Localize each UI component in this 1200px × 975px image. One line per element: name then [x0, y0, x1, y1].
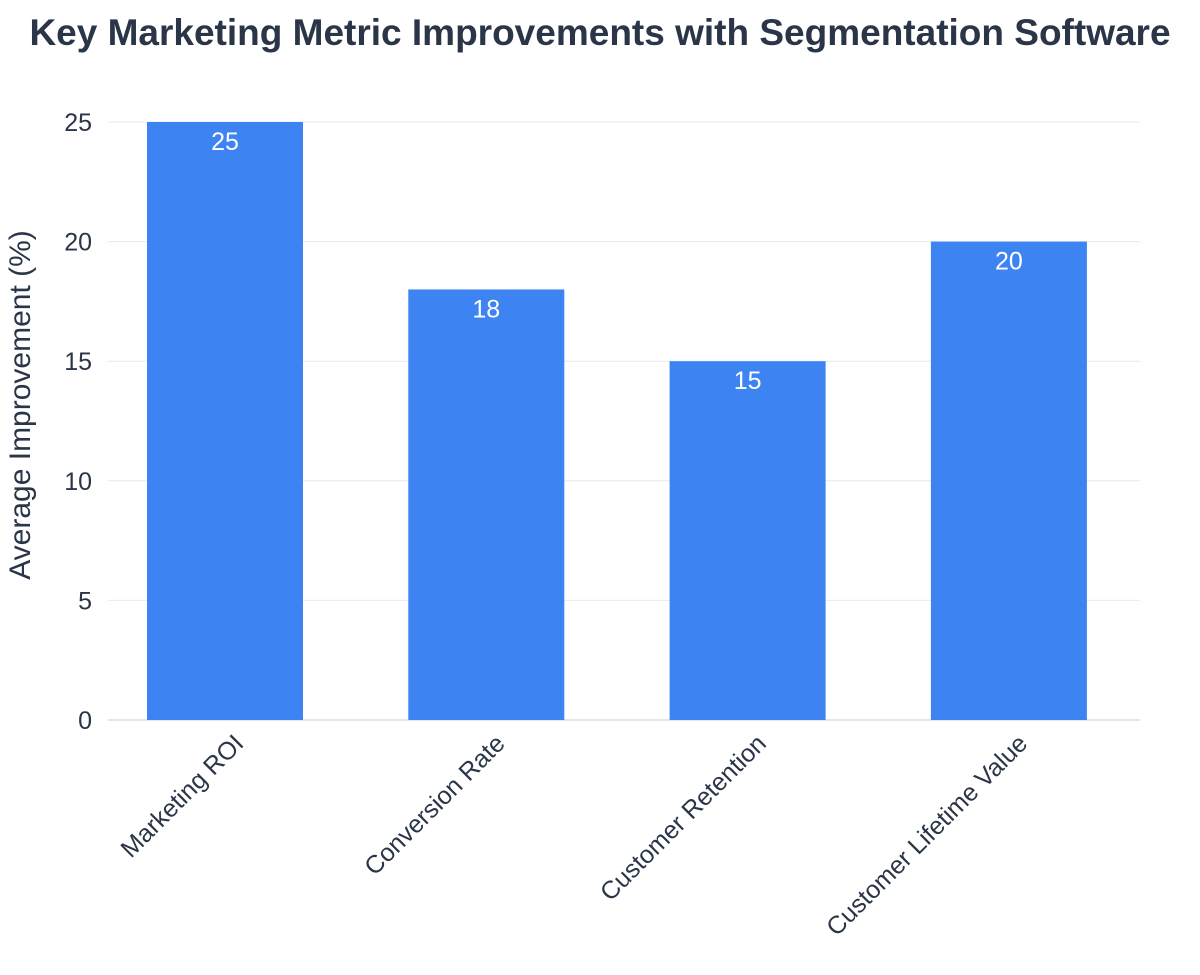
y-tick-label: 15 [64, 348, 92, 376]
x-tick-label: Customer Retention [595, 729, 772, 906]
x-tick-label: Marketing ROI [115, 729, 249, 863]
y-axis-title: Average Improvement (%) [4, 230, 37, 580]
bars [147, 122, 1087, 720]
x-tick-label: Conversion Rate [359, 729, 510, 880]
bar-value-label: 18 [472, 295, 500, 323]
bar-value-label: 15 [734, 367, 762, 395]
bar [669, 361, 826, 720]
bar-value-label: 25 [211, 128, 239, 156]
chart-title: Key Marketing Metric Improvements with S… [29, 12, 1170, 53]
bar-value-label: 20 [995, 248, 1023, 276]
bar-value-labels: 25 18 15 20 [211, 128, 1023, 395]
y-tick-label: 20 [64, 229, 92, 257]
x-axis-ticks: Marketing ROI Conversion Rate Customer Ret… [115, 729, 1033, 941]
y-tick-label: 5 [78, 587, 92, 615]
bar [408, 289, 565, 720]
y-tick-label: 25 [64, 109, 92, 137]
y-tick-label: 0 [78, 707, 92, 735]
bar [930, 241, 1087, 720]
bar [147, 122, 303, 720]
y-axis-ticks: 0 5 10 15 20 25 [64, 109, 92, 735]
y-tick-label: 10 [64, 468, 92, 496]
x-tick-label: Customer Lifetime Value [821, 729, 1033, 941]
